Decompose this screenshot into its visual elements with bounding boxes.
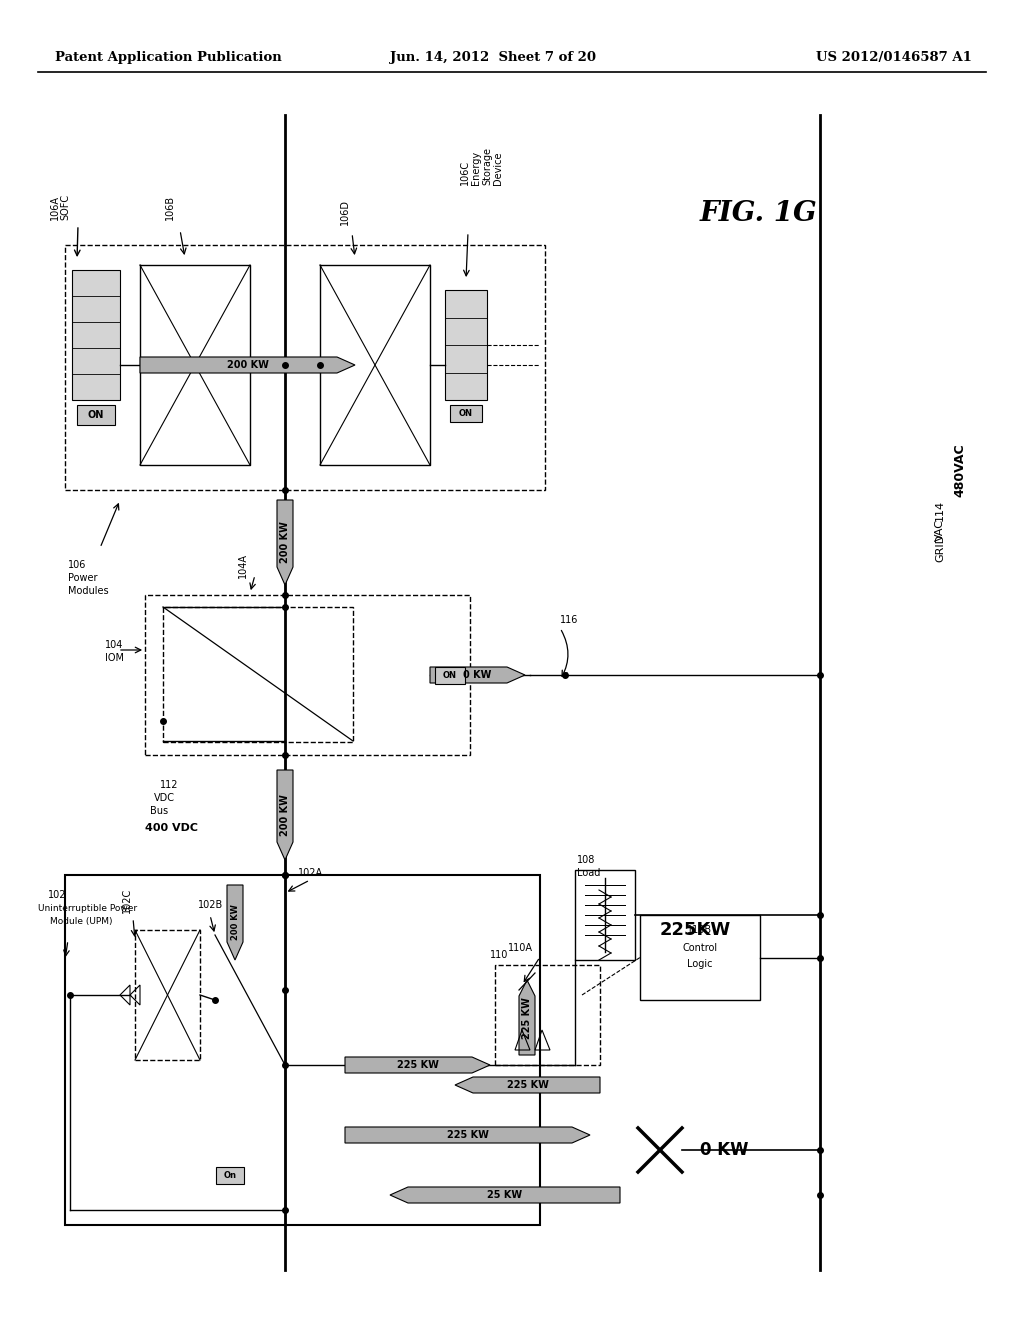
Text: Energy: Energy — [471, 150, 481, 185]
Bar — [640, 915, 760, 1001]
Bar — [65, 246, 545, 490]
Text: Logic: Logic — [687, 960, 713, 969]
Text: 102C: 102C — [122, 888, 132, 913]
Text: ON: ON — [88, 411, 104, 420]
Bar — [77, 405, 115, 425]
Text: 400 VDC: 400 VDC — [145, 822, 198, 833]
Text: 102: 102 — [48, 890, 67, 900]
Text: US 2012/0146587 A1: US 2012/0146587 A1 — [816, 51, 972, 65]
Bar — [216, 1167, 244, 1184]
Text: 106: 106 — [68, 560, 86, 570]
Text: 104A: 104A — [238, 553, 248, 578]
Text: 102A: 102A — [298, 869, 324, 878]
Text: 108: 108 — [577, 855, 595, 865]
FancyArrow shape — [278, 500, 293, 585]
Text: 25 KW: 25 KW — [487, 1191, 522, 1200]
FancyArrow shape — [519, 979, 535, 1055]
Text: 200 KW: 200 KW — [230, 904, 240, 940]
Text: 106C: 106C — [460, 160, 470, 185]
Text: 200 KW: 200 KW — [226, 360, 268, 370]
Text: Control: Control — [682, 942, 718, 953]
Text: Jun. 14, 2012  Sheet 7 of 20: Jun. 14, 2012 Sheet 7 of 20 — [390, 51, 596, 65]
Text: Module (UPM): Module (UPM) — [50, 917, 113, 927]
Text: 225KW: 225KW — [660, 921, 731, 939]
Bar — [145, 595, 470, 755]
Text: 110B: 110B — [687, 925, 713, 935]
Text: 106A: 106A — [50, 195, 60, 220]
Bar — [135, 931, 200, 1060]
Text: 116: 116 — [560, 615, 579, 624]
Text: IOM: IOM — [105, 653, 124, 663]
FancyArrow shape — [345, 1127, 590, 1143]
Text: 106B: 106B — [165, 195, 175, 220]
Text: 200 KW: 200 KW — [280, 521, 290, 564]
Bar — [435, 667, 465, 684]
Text: Power: Power — [68, 573, 97, 583]
Text: 225 KW: 225 KW — [522, 997, 532, 1039]
Bar — [72, 271, 120, 400]
Text: 0 KW: 0 KW — [463, 671, 492, 680]
Text: VAC: VAC — [935, 519, 945, 541]
Bar — [163, 607, 353, 742]
Text: Device: Device — [493, 152, 503, 185]
Text: ON: ON — [459, 408, 473, 417]
Text: Load: Load — [577, 869, 600, 878]
FancyArrow shape — [140, 356, 355, 374]
Text: 0 KW: 0 KW — [700, 1140, 749, 1159]
Text: 110A: 110A — [508, 942, 534, 953]
Bar — [450, 404, 482, 421]
Text: On: On — [223, 1171, 237, 1180]
Text: ON: ON — [443, 671, 457, 680]
FancyArrow shape — [345, 1057, 490, 1073]
Text: 114: 114 — [935, 499, 945, 520]
Text: Modules: Modules — [68, 586, 109, 597]
Text: 112: 112 — [160, 780, 178, 789]
Text: Uninterruptible Power: Uninterruptible Power — [38, 904, 137, 913]
Text: Storage: Storage — [482, 147, 492, 185]
Text: 102B: 102B — [198, 900, 223, 909]
Bar — [575, 870, 635, 960]
Text: 225 KW: 225 KW — [446, 1130, 488, 1140]
FancyArrow shape — [227, 884, 243, 960]
Bar — [65, 875, 540, 1225]
Text: Bus: Bus — [150, 807, 168, 816]
Text: 480VAC: 480VAC — [953, 444, 967, 496]
Text: VDC: VDC — [154, 793, 175, 803]
FancyArrow shape — [278, 770, 293, 861]
Text: 225 KW: 225 KW — [396, 1060, 438, 1071]
Text: SOFC: SOFC — [60, 194, 70, 220]
FancyArrow shape — [390, 1187, 620, 1203]
Text: 200 KW: 200 KW — [280, 795, 290, 836]
Text: GRID: GRID — [935, 533, 945, 562]
Text: FIG. 1G: FIG. 1G — [700, 201, 818, 227]
Bar — [495, 965, 600, 1065]
Bar — [445, 290, 487, 400]
FancyArrow shape — [455, 1077, 600, 1093]
FancyArrow shape — [430, 667, 525, 682]
Text: 225 KW: 225 KW — [507, 1080, 549, 1090]
Text: 110: 110 — [490, 950, 508, 960]
Text: 104: 104 — [105, 640, 123, 649]
Text: 106D: 106D — [340, 199, 350, 224]
Text: Patent Application Publication: Patent Application Publication — [55, 51, 282, 65]
